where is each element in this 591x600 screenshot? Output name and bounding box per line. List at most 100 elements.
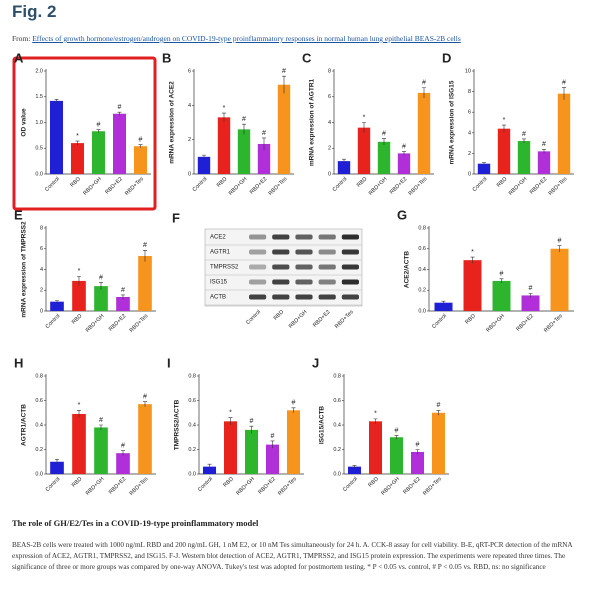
x-tick-label: RBD+GH (368, 176, 389, 197)
y-axis-label: TMPRSS2/ACTB (174, 399, 181, 450)
x-tick-label: RBD+GH (508, 176, 529, 197)
y-axis-label: mRNA expression of ISG15 (449, 80, 456, 164)
significance-mark: # (402, 143, 406, 150)
x-tick-label: RBD+Tes (268, 176, 289, 197)
bar (431, 412, 446, 474)
y-axis-label: mRNA expression of TMPRSS2 (21, 221, 28, 318)
bar (91, 131, 106, 174)
y-tick-label: 2 (328, 146, 331, 152)
blot-lane-label: RBD+GH (288, 309, 309, 330)
error-bar (342, 158, 346, 164)
error-bar (143, 401, 147, 407)
blot-band (341, 279, 359, 285)
bar (138, 256, 152, 311)
caption-body: BEAS-2B cells were treated with 1000 ng/… (12, 541, 573, 571)
x-tick-label: Control (45, 313, 62, 330)
y-tick-label: 4 (188, 103, 191, 109)
bar (477, 163, 491, 174)
bar (217, 117, 231, 174)
panel-letter: J (312, 355, 319, 370)
significance-mark: * (229, 409, 232, 416)
error-bar (99, 424, 103, 430)
significance-mark: # (121, 287, 125, 294)
significance-mark: # (143, 242, 147, 249)
y-tick-label: 4 (328, 120, 331, 126)
blot-band (272, 279, 290, 285)
x-tick-label: RBD+GH (235, 476, 256, 497)
error-bar (77, 410, 81, 418)
bar (72, 280, 86, 311)
error-bar (143, 250, 147, 262)
source-link[interactable]: Effects of growth hormone/estrogen/andro… (32, 34, 461, 43)
y-axis-label: mRNA expression of AGTR1 (309, 78, 316, 166)
y-tick-label: 2 (40, 288, 43, 294)
figure: A OD value 0.0 0.5 1.0 1.5 2.0 Control * RBD # RBD+… (12, 50, 574, 497)
x-tick-label: RBD (69, 176, 81, 188)
error-bar (77, 275, 81, 286)
error-bar (202, 154, 206, 159)
y-tick-label: 0.6 (418, 246, 426, 252)
y-axis-label: AGTR1/ACTB (21, 404, 28, 446)
significance-mark: * (78, 402, 81, 409)
source: From: Effects of growth hormone/estrogen… (12, 34, 461, 43)
y-tick-label: 0 (40, 308, 43, 314)
blot-band (272, 234, 290, 240)
significance-mark: * (503, 117, 506, 124)
y-tick-label: 0.0 (333, 471, 341, 477)
x-tick-label: RBD+Tes (129, 476, 150, 497)
panel-letter: C (302, 50, 312, 65)
bar (202, 466, 217, 474)
blot-band (341, 249, 359, 255)
from-label: From: (12, 34, 31, 43)
significance-mark: # (500, 271, 504, 278)
x-tick-label: Control (431, 313, 448, 330)
bar (337, 161, 351, 174)
blot-band (341, 294, 359, 300)
error-bar (562, 87, 566, 100)
y-axis-label: ACE2/ACTB (404, 251, 411, 289)
error-bar (422, 87, 426, 99)
blot-band (249, 234, 267, 240)
bar (417, 92, 431, 174)
y-tick-label: 0.2 (188, 447, 196, 453)
error-bar (528, 293, 533, 298)
bar (517, 141, 531, 174)
blot-band (318, 279, 336, 285)
blot-band (249, 249, 267, 255)
blot-band (295, 249, 313, 255)
bar (410, 451, 425, 474)
bar (50, 301, 64, 311)
error-bar (117, 111, 122, 116)
blot-band (318, 234, 336, 240)
x-tick-label: RBD+E2 (389, 176, 408, 195)
significance-mark: # (271, 433, 275, 440)
blot-band (341, 234, 359, 240)
x-tick-label: RBD+E2 (257, 476, 276, 495)
y-tick-label: 4 (468, 130, 471, 136)
blot-band (249, 279, 267, 285)
panel-letter: E (14, 207, 23, 222)
x-tick-label: RBD+Tes (129, 313, 150, 334)
x-tick-label: RBD+E2 (104, 176, 123, 195)
panel-letter: B (162, 50, 171, 65)
y-tick-label: 0 (188, 171, 191, 177)
panel-letter: D (442, 50, 451, 65)
blot-lane-label: RBD+E2 (312, 309, 331, 328)
x-tick-label: RBD+E2 (529, 176, 548, 195)
error-bar (270, 440, 275, 449)
highlight-box (12, 56, 157, 211)
x-tick-label: RBD+E2 (108, 476, 127, 495)
significance-mark: # (97, 122, 101, 129)
caption-title: The role of GH/E2/Tes in a COVID-19-type… (12, 518, 259, 528)
blot-row-label: AGTR1 (210, 250, 231, 256)
error-bar (207, 463, 212, 470)
blot-band (272, 249, 290, 255)
significance-mark: # (437, 402, 441, 409)
y-tick-label: 2.0 (35, 68, 43, 74)
x-tick-label: RBD (496, 176, 508, 188)
error-bar (441, 300, 446, 305)
x-tick-label: RBD+Tes (548, 176, 569, 197)
error-bar (522, 138, 526, 144)
bar (434, 302, 453, 311)
bar (497, 128, 511, 174)
